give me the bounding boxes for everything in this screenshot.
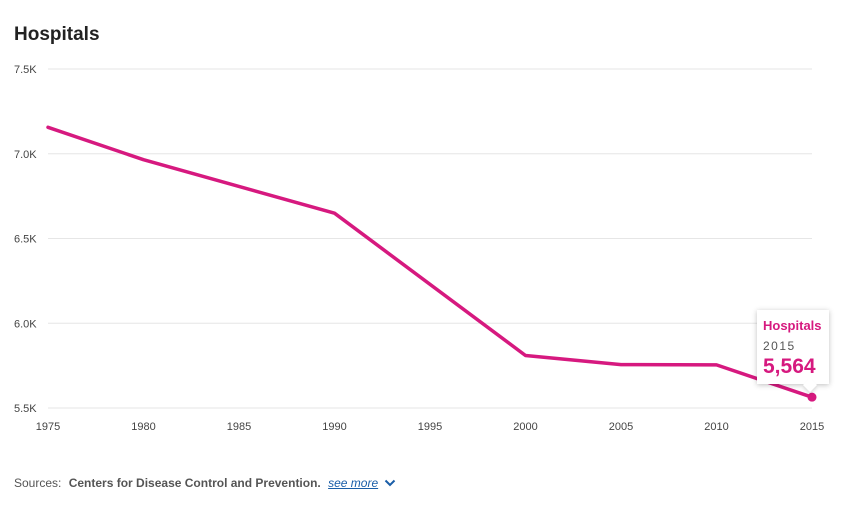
tooltip-series-name: Hospitals xyxy=(763,318,822,333)
sources-line: Sources: Centers for Disease Control and… xyxy=(14,476,396,491)
y-tick-label: 7.5K xyxy=(14,64,37,76)
y-tick-label: 6.0K xyxy=(14,318,37,330)
series-line-hospitals[interactable] xyxy=(46,125,814,399)
data-point-marker[interactable] xyxy=(807,392,817,402)
x-tick-label: 2000 xyxy=(513,421,537,433)
see-more-link[interactable]: see more xyxy=(328,476,379,490)
x-tick-label: 2015 xyxy=(800,421,824,433)
sources-label: Sources: xyxy=(14,476,62,490)
x-tick-label: 2005 xyxy=(609,421,633,433)
y-axis-ticks: 7.5K 7.0K 6.5K 6.0K 5.5K xyxy=(14,64,37,415)
x-axis-ticks: 1975 1980 1985 1990 1995 2000 2005 2010 2015 xyxy=(36,421,824,433)
series-layer xyxy=(46,125,817,402)
y-tick-label: 5.5K xyxy=(14,403,37,415)
x-tick-label: 1990 xyxy=(322,421,346,433)
chevron-down-icon[interactable] xyxy=(384,477,396,491)
tooltip-value: 5,564 xyxy=(763,355,816,378)
hover-tooltip: Hospitals 2015 5,564 xyxy=(757,310,829,393)
x-tick-label: 1975 xyxy=(36,421,60,433)
tooltip-year: 2015 xyxy=(763,339,796,353)
x-tick-label: 1985 xyxy=(227,421,251,433)
y-tick-label: 7.0K xyxy=(14,149,37,161)
grid-lines xyxy=(48,68,812,409)
y-tick-label: 6.5K xyxy=(14,234,37,246)
x-tick-label: 1980 xyxy=(131,421,155,433)
sources-name: Centers for Disease Control and Preventi… xyxy=(68,476,321,490)
x-tick-label: 1995 xyxy=(418,421,442,433)
x-tick-label: 2010 xyxy=(704,421,728,433)
chart-title: Hospitals xyxy=(14,24,100,45)
